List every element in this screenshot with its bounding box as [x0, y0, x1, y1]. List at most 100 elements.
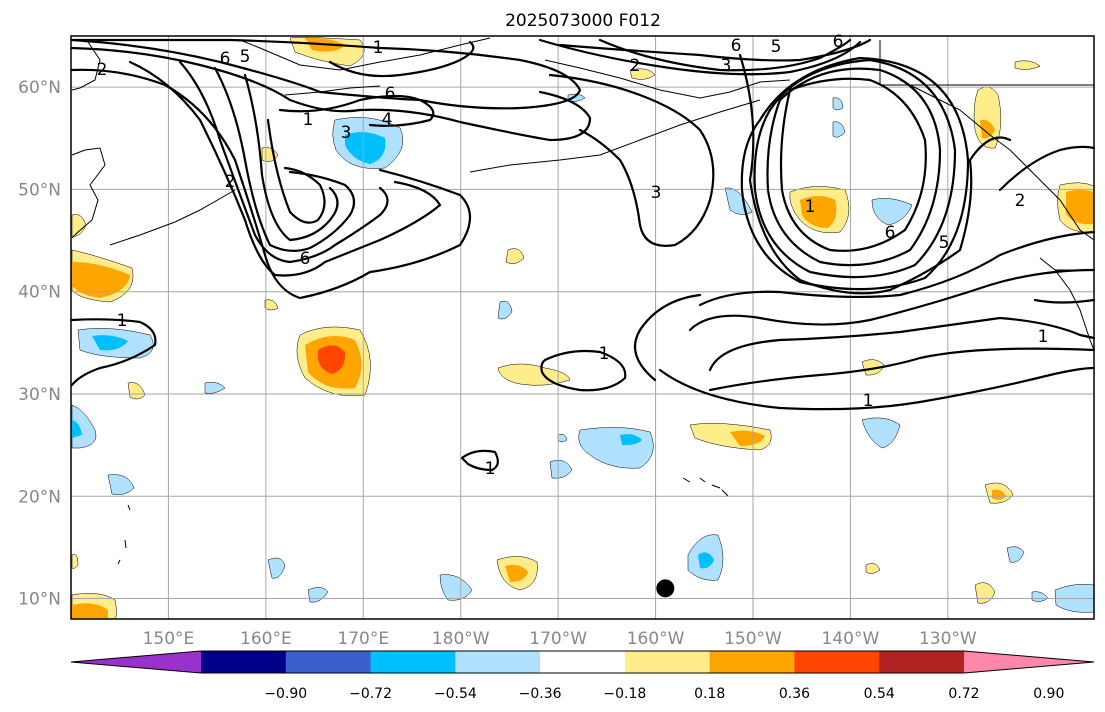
- shade-blob: [724, 187, 753, 215]
- colorbar-segment: [455, 651, 541, 673]
- shade-blob: [1014, 60, 1041, 70]
- longitude-tick-label: 150°W: [724, 629, 782, 649]
- shade-blob: [549, 460, 573, 479]
- shade-blob: [861, 359, 885, 376]
- coastline: [1039, 257, 1095, 351]
- gridlines: [71, 36, 1094, 619]
- coastline: [239, 37, 491, 71]
- colorbar-tick-label: 0.54: [864, 686, 895, 702]
- longitude-tick-label: 160°E: [240, 629, 292, 649]
- shade-blob: [973, 86, 1002, 149]
- colorbar-tick-label: −0.18: [603, 686, 646, 702]
- contour-label: 2: [1015, 191, 1026, 211]
- contour-line: [998, 145, 1096, 192]
- coastline: [109, 189, 236, 246]
- colorbar-tick-label: −0.54: [434, 686, 477, 702]
- contour-line: [128, 60, 442, 277]
- shade-blob: [974, 582, 996, 604]
- contour-line: [70, 68, 472, 300]
- contour-label: 3: [341, 123, 352, 143]
- contour-label: 2: [97, 60, 108, 80]
- longitude-tick-label: 180°W: [432, 629, 490, 649]
- contour-label: 3: [721, 56, 732, 76]
- shade-blob: [698, 552, 714, 569]
- shade-blob: [497, 363, 571, 386]
- longitude-tick-label: 170°W: [529, 629, 587, 649]
- contour-line: [658, 366, 1096, 411]
- colorbar-tick-label: −0.36: [519, 686, 562, 702]
- map-plot-area: 6 5 2 1 6 4 3 6 2 1 2 6 5 3 6 3 1 6 5 2 …: [70, 32, 1096, 620]
- contour-label: 1: [303, 110, 314, 130]
- shade-blob: [264, 299, 279, 311]
- longitude-tick-label: 140°W: [822, 629, 880, 649]
- figure-title: 2025073000 F012: [505, 11, 661, 31]
- shade-blob: [307, 587, 329, 603]
- shade-blob: [832, 97, 844, 111]
- shade-blob: [72, 262, 130, 298]
- contour-line: [70, 46, 592, 142]
- colorbar-segment: [201, 651, 287, 673]
- shade-blob: [861, 417, 901, 449]
- shade-blob: [71, 214, 87, 237]
- coastline: [284, 85, 381, 96]
- contour-label: 2: [630, 56, 641, 76]
- contour-labels: 6 5 2 1 6 4 3 6 2 1 2 6 5 3 6 3 1 6 5 2 …: [97, 32, 1049, 479]
- latitude-tick-label: 10°N: [18, 590, 61, 610]
- contour-label: 1: [599, 344, 610, 364]
- shade-blob: [1066, 190, 1094, 225]
- longitude-tick-label: 170°E: [337, 629, 389, 649]
- shade-blob: [832, 121, 846, 138]
- shade-blob: [620, 434, 642, 446]
- colorbar-segment: [624, 651, 711, 673]
- shade-blob: [127, 382, 146, 400]
- contour-line: [266, 118, 326, 224]
- shade-blob: [439, 574, 473, 601]
- contour-label: 5: [939, 233, 950, 253]
- colorbar-tick-label: 0.72: [948, 686, 979, 702]
- contour-line: [538, 38, 862, 76]
- latitude-tick-label: 20°N: [18, 487, 61, 507]
- contour-line: [70, 38, 582, 110]
- coastline: [117, 504, 131, 565]
- shade-blob: [505, 564, 528, 582]
- contour-label: 5: [240, 47, 251, 67]
- contour-line: [70, 318, 157, 387]
- shade-blob: [71, 404, 97, 449]
- shade-blob: [72, 603, 108, 619]
- latitude-tick-label: 60°N: [18, 78, 61, 98]
- shade-blob: [204, 381, 226, 394]
- longitude-tick-label: 160°W: [627, 629, 685, 649]
- contour-line: [460, 449, 499, 472]
- colorbar-segment: [540, 651, 626, 673]
- contour-label: 6: [833, 32, 844, 52]
- contour-line: [698, 230, 1096, 307]
- longitude-labels: 150°E 160°E 170°E 180°W 170°W 160°W 150°W 140°W…: [143, 629, 977, 649]
- colorbar-extend-low: [71, 651, 201, 673]
- colorbar-segment: [879, 651, 965, 673]
- contour-label: 6: [385, 84, 396, 104]
- colorbar-segment: [709, 651, 795, 673]
- contour-label: 6: [885, 223, 896, 243]
- shade-blob: [71, 554, 79, 569]
- shade-blob: [72, 420, 82, 438]
- shade-blob: [1006, 546, 1025, 563]
- contour-line: [243, 73, 339, 242]
- storm-center-marker: [656, 579, 675, 598]
- colorbar-tick-label: −0.72: [349, 686, 392, 702]
- colorbar-tick-label: 0.90: [1033, 686, 1064, 702]
- coastline: [71, 147, 106, 239]
- contour-line: [638, 293, 1096, 392]
- contour-label: 1: [117, 311, 128, 331]
- shade-blob: [92, 335, 128, 351]
- shade-blob: [865, 563, 881, 574]
- colorbar-segment: [794, 651, 880, 673]
- shade-blob: [557, 433, 568, 443]
- colorbar-segment: [370, 651, 456, 673]
- contour-label: 5: [771, 37, 782, 57]
- colorbar-tick-label: 0.36: [779, 686, 810, 702]
- contour-line: [598, 38, 852, 72]
- contour-line: [708, 316, 1096, 372]
- contour-line: [738, 53, 1012, 295]
- positive-shading: [71, 37, 1095, 620]
